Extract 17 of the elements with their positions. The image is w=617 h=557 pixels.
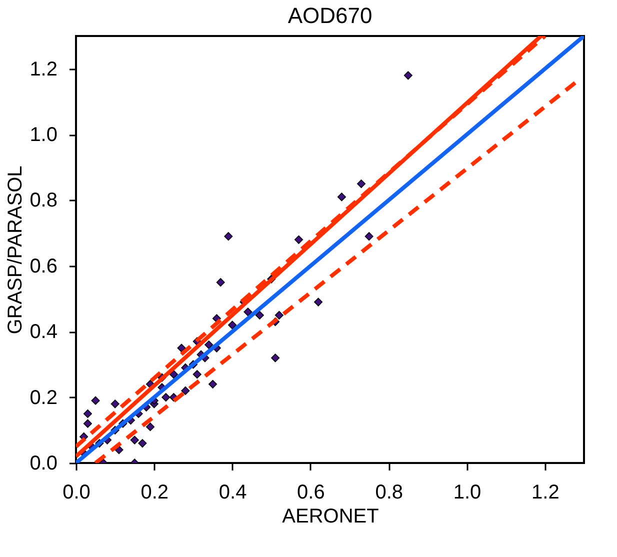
y-tick-label: 0.4 bbox=[30, 321, 58, 344]
y-axis-title: GRASP/PARASOL bbox=[4, 166, 27, 334]
y-tick-label: 0.2 bbox=[30, 386, 58, 409]
x-axis-title: AERONET bbox=[282, 506, 379, 528]
x-tick-label: 1.2 bbox=[532, 482, 560, 504]
x-tick-label: 0.2 bbox=[140, 482, 169, 504]
y-tick-label: 0.6 bbox=[30, 255, 58, 278]
y-tick-label: 0.8 bbox=[30, 190, 58, 212]
x-tick-label: 0.4 bbox=[218, 482, 247, 504]
y-tick-label: 1.2 bbox=[30, 58, 58, 80]
x-tick-label: 0.8 bbox=[375, 482, 404, 504]
y-tick-label: 1.0 bbox=[30, 124, 58, 146]
x-tick-label: 1.0 bbox=[453, 482, 482, 504]
x-tick-label: 0.6 bbox=[297, 482, 325, 504]
x-tick-label: 0.0 bbox=[62, 482, 90, 504]
y-tick-label: 0.0 bbox=[30, 452, 58, 474]
chart-title: AOD670 bbox=[288, 3, 372, 28]
